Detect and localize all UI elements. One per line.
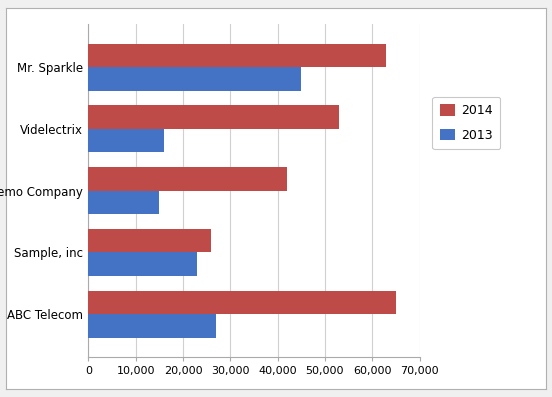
Bar (88, 129, 164, 152)
Bar (88, 67, 301, 91)
Bar (88, 252, 197, 276)
Bar (88, 291, 396, 314)
Legend: 2014, 2013: 2014, 2013 (432, 97, 500, 149)
Bar (88, 167, 287, 191)
Bar (88, 105, 339, 129)
Bar (88, 44, 386, 67)
Bar (88, 229, 211, 252)
Bar (88, 191, 160, 214)
Bar (88, 314, 216, 337)
